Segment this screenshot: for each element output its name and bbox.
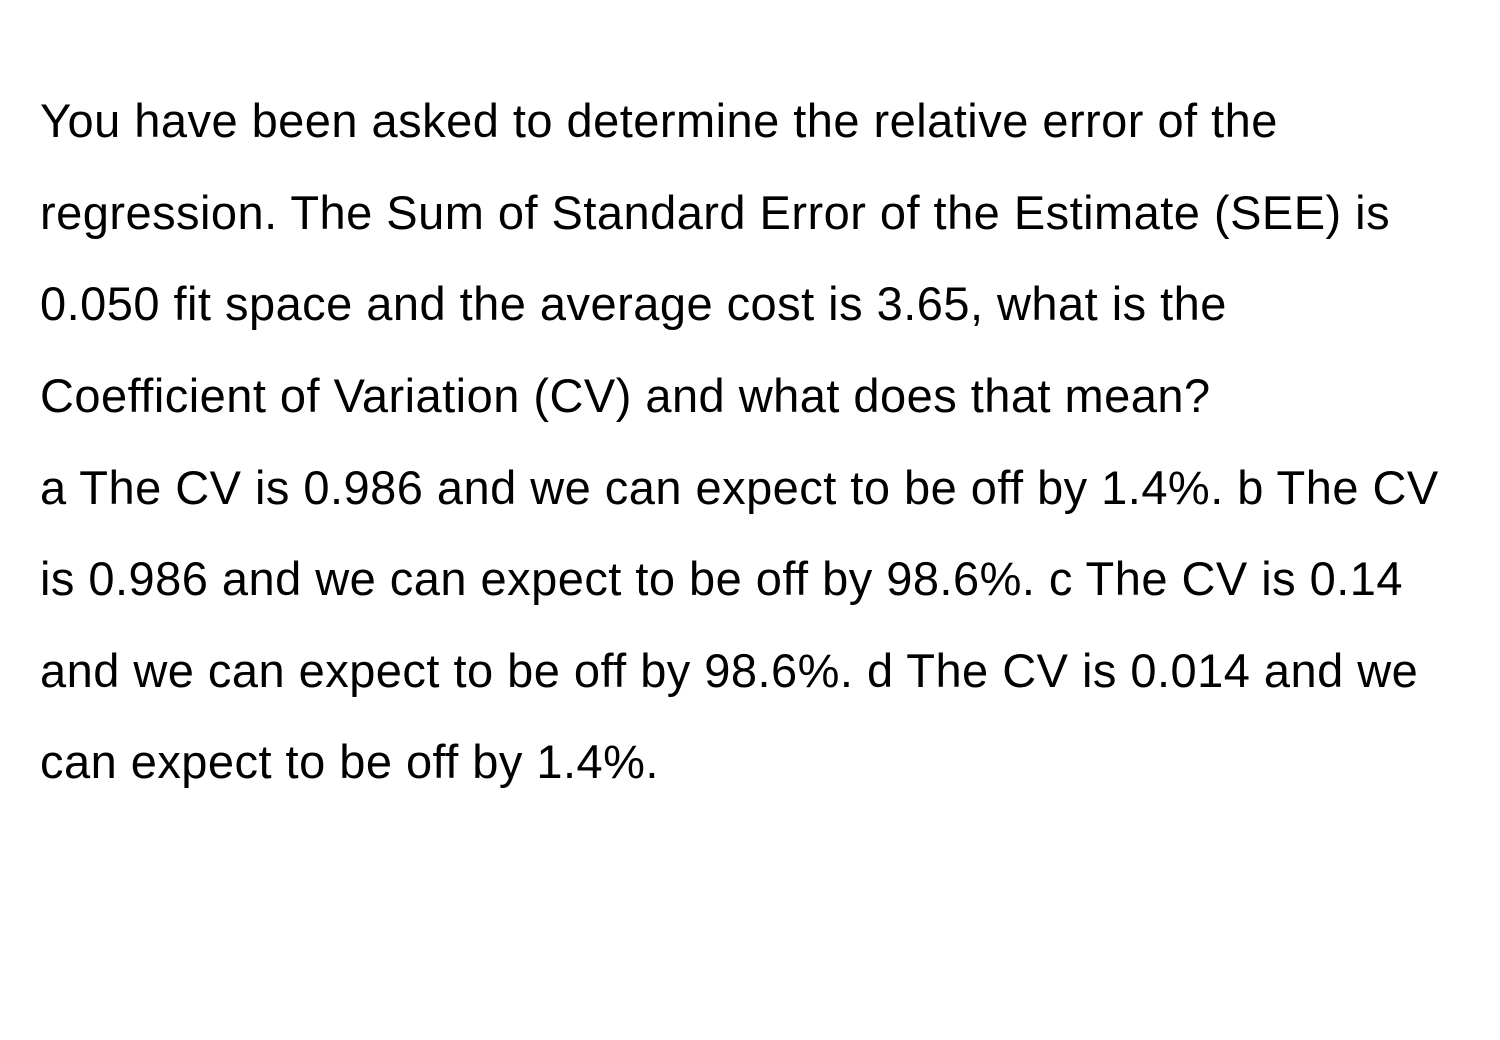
document-body: You have been asked to determine the rel…	[0, 0, 1500, 848]
answer-options: a The CV is 0.986 and we can expect to b…	[40, 442, 1460, 809]
question-text: You have been asked to determine the rel…	[40, 75, 1460, 442]
